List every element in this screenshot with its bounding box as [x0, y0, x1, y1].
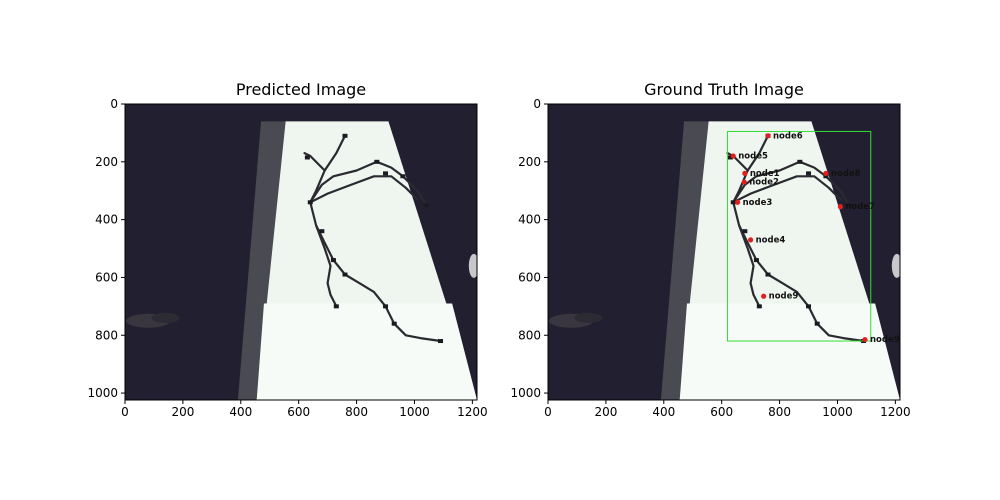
node-marker: [823, 170, 829, 176]
y-tick-label: 0: [533, 97, 541, 111]
node-marker: [761, 293, 767, 299]
node-marker: [735, 199, 741, 205]
wire-connector: [753, 258, 759, 263]
y-tick-label: 1000: [87, 386, 118, 400]
x-tick-label: 1200: [457, 405, 488, 419]
predicted-image-panel: 0 200 400 600 800 1000 1200 0 200 400 600 800 1000 Pr…: [87, 80, 487, 419]
table-lower-region: [256, 303, 477, 400]
node-label: node5: [738, 152, 768, 162]
node-marker: [741, 179, 747, 185]
wire: [732, 175, 842, 204]
node-label: node7: [845, 202, 875, 212]
wire-connector: [423, 203, 429, 208]
wire-connector: [330, 258, 336, 263]
x-tick-label: 600: [710, 405, 733, 419]
bounding-box: [726, 130, 872, 342]
axes-frame: [124, 103, 478, 401]
chart-title: Predicted Image: [236, 80, 366, 99]
wire-connector: [846, 203, 852, 208]
node-label: node9: [870, 335, 900, 345]
wire-connector: [806, 304, 812, 309]
x-tick-label: 400: [652, 405, 675, 419]
wire-connector: [730, 200, 736, 205]
node-label: node9: [769, 292, 799, 302]
wire-connector: [342, 272, 348, 277]
y-tick-label: 200: [518, 155, 541, 169]
axes-frame: [547, 103, 901, 401]
node-label: node3: [743, 198, 773, 208]
node-marker: [862, 336, 868, 343]
x-tick-label: 800: [768, 405, 791, 419]
table-edge: [660, 121, 711, 400]
wire-connector: [333, 304, 339, 309]
x-tick-label: 200: [594, 405, 617, 419]
wire-connector: [391, 321, 397, 326]
y-tick-label: 800: [518, 328, 541, 342]
wire-connector: [823, 174, 829, 179]
wire-connector: [400, 174, 406, 179]
node-marker: [742, 170, 748, 176]
x-tick-label: 600: [287, 405, 310, 419]
image-scene: [125, 104, 477, 400]
x-tick-label: 0: [121, 405, 129, 419]
wire-connector: [806, 171, 812, 176]
node-marker: [837, 204, 843, 210]
wire-connector: [383, 304, 389, 309]
node-label: node2: [749, 178, 779, 188]
node-label: node6: [773, 131, 803, 141]
y-tick-label: 600: [518, 270, 541, 284]
wire-connector: [374, 159, 380, 164]
table-lower-region: [679, 303, 900, 400]
wire-connector: [814, 321, 820, 326]
y-tick-label: 1000: [510, 386, 541, 400]
node-label: node4: [756, 235, 786, 245]
wire-connector: [304, 155, 310, 160]
wire-connector: [383, 171, 389, 176]
node-label: node1: [750, 169, 780, 179]
shoe: [151, 312, 180, 323]
x-tick-label: 400: [229, 405, 252, 419]
table-edge: [237, 121, 288, 400]
node-label: node8: [831, 169, 861, 179]
wire: [309, 175, 419, 204]
node-marker: [730, 153, 736, 159]
wire: [303, 152, 326, 172]
wire: [738, 224, 761, 308]
y-tick-label: 600: [95, 270, 118, 284]
wire-connector: [342, 133, 348, 138]
wire-connector: [742, 229, 748, 234]
wire-connector: [727, 155, 733, 160]
wire-connector: [797, 159, 803, 164]
y-tick-label: 400: [518, 213, 541, 227]
y-tick-label: 200: [95, 155, 118, 169]
x-tick-label: 0: [544, 405, 552, 419]
wire: [315, 224, 338, 308]
x-tick-label: 1000: [822, 405, 853, 419]
chart-title: Ground Truth Image: [644, 80, 804, 99]
x-tick-label: 800: [345, 405, 368, 419]
y-tick-label: 400: [95, 213, 118, 227]
shoe: [574, 312, 603, 323]
wire: [309, 134, 442, 343]
node-marker: [765, 133, 771, 139]
x-tick-label: 1000: [399, 405, 430, 419]
wire-connector: [319, 229, 325, 234]
x-tick-label: 200: [171, 405, 194, 419]
node-marker: [748, 237, 754, 243]
wire-connector: [765, 272, 771, 277]
edge-object: [468, 253, 477, 278]
wire-connector: [756, 304, 762, 309]
y-tick-label: 0: [110, 97, 118, 111]
edge-object: [891, 253, 900, 278]
wire-connector: [307, 200, 313, 205]
wire-connector: [438, 339, 444, 344]
y-tick-label: 800: [95, 328, 118, 342]
x-tick-label: 1200: [880, 405, 911, 419]
